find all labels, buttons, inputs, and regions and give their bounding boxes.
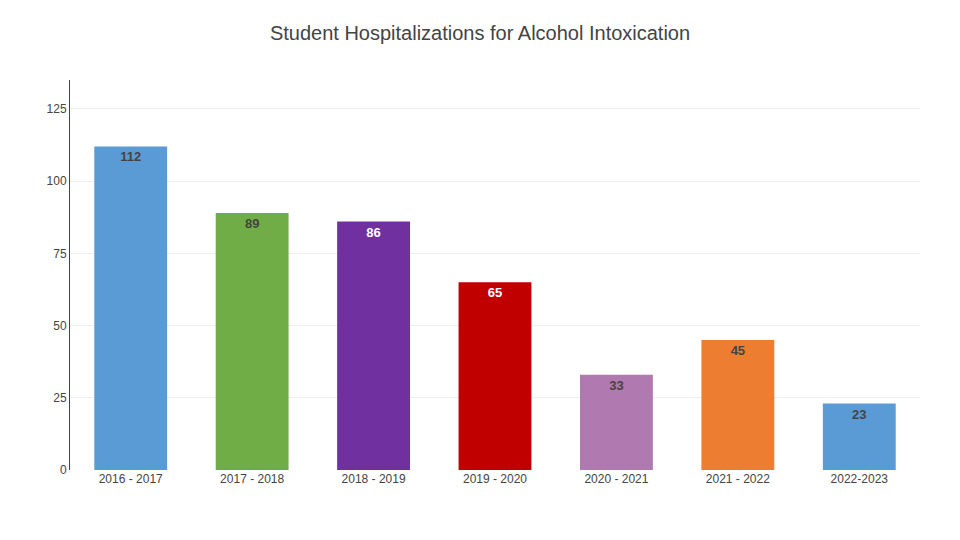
svg-text:112: 112 bbox=[120, 149, 141, 164]
svg-text:2018 - 2019: 2018 - 2019 bbox=[342, 472, 406, 486]
svg-text:25: 25 bbox=[53, 391, 67, 405]
svg-text:125: 125 bbox=[47, 102, 67, 116]
svg-text:89: 89 bbox=[245, 216, 259, 231]
svg-text:2019 - 2020: 2019 - 2020 bbox=[463, 472, 527, 486]
svg-text:2017 - 2018: 2017 - 2018 bbox=[220, 472, 284, 486]
svg-text:2020 - 2021: 2020 - 2021 bbox=[584, 472, 648, 486]
svg-text:2021 - 2022: 2021 - 2022 bbox=[706, 472, 770, 486]
svg-text:65: 65 bbox=[488, 285, 502, 300]
svg-text:33: 33 bbox=[609, 378, 623, 393]
svg-text:2022-2023: 2022-2023 bbox=[831, 472, 889, 486]
svg-text:Student Hospitalizations for A: Student Hospitalizations for Alcohol Int… bbox=[270, 22, 690, 44]
svg-text:0: 0 bbox=[60, 463, 67, 477]
svg-text:75: 75 bbox=[53, 247, 67, 261]
svg-text:23: 23 bbox=[852, 407, 866, 422]
svg-text:86: 86 bbox=[366, 225, 380, 240]
svg-text:2016 - 2017: 2016 - 2017 bbox=[99, 472, 163, 486]
svg-text:45: 45 bbox=[731, 343, 745, 358]
svg-text:100: 100 bbox=[47, 174, 67, 188]
svg-text:50: 50 bbox=[53, 319, 67, 333]
